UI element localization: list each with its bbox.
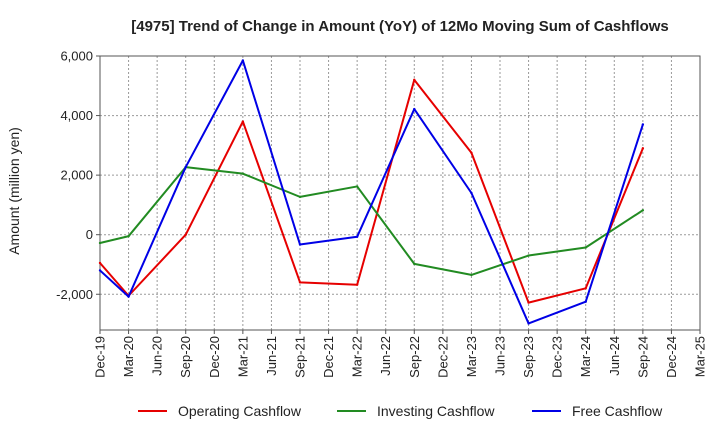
data-point-free-cashflow <box>470 191 473 195</box>
x-tick-label: Mar-22 <box>350 336 365 377</box>
legend-item-operating-cashflow[interactable]: Operating Cashflow <box>138 403 302 419</box>
data-point-operating-cashflow <box>98 261 102 265</box>
legend-item-investing-cashflow[interactable]: Investing Cashflow <box>337 403 495 419</box>
x-tick-label: Mar-21 <box>235 336 250 377</box>
series-line-operating-cashflow <box>99 78 644 304</box>
x-tick-label: Mar-23 <box>464 336 479 377</box>
data-point-operating-cashflow <box>298 281 302 284</box>
data-point-operating-cashflow <box>584 287 587 290</box>
x-tick-label: Mar-20 <box>121 336 136 377</box>
data-point-operating-cashflow <box>527 301 530 304</box>
x-tick-label: Sep-24 <box>635 336 650 378</box>
x-tick-label: Sep-21 <box>293 336 308 378</box>
legend-label: Investing Cashflow <box>377 403 495 419</box>
data-point-investing-cashflow <box>527 254 530 257</box>
x-axis-ticks: Dec-19 Mar-20 Jun-20 Sep-20 Dec-20 Mar-21 Jun-… <box>93 330 708 378</box>
series-line-free-cashflow <box>99 59 644 325</box>
data-point-operating-cashflow <box>413 78 416 82</box>
data-point-investing-cashflow <box>241 172 245 175</box>
x-tick-label: Sep-20 <box>178 336 193 378</box>
data-point-free-cashflow <box>355 235 359 238</box>
x-tick-label: Jun-22 <box>378 336 393 376</box>
data-point-investing-cashflow <box>98 241 102 245</box>
y-tick-label: -2,000 <box>56 287 93 302</box>
x-tick-label: Sep-22 <box>407 336 422 378</box>
x-tick-label: Mar-24 <box>578 336 593 377</box>
chart-title: [4975] Trend of Change in Amount (YoY) o… <box>131 18 669 35</box>
series-lines <box>98 59 645 325</box>
x-tick-label: Dec-21 <box>321 336 336 378</box>
data-point-operating-cashflow <box>241 120 245 123</box>
data-point-operating-cashflow <box>355 283 359 286</box>
data-point-free-cashflow <box>413 107 416 111</box>
data-point-free-cashflow <box>127 295 130 298</box>
data-point-investing-cashflow <box>127 234 130 238</box>
data-point-investing-cashflow <box>470 273 473 277</box>
y-tick-label: 2,000 <box>60 168 93 183</box>
data-point-free-cashflow <box>527 322 530 325</box>
x-tick-label: Mar-25 <box>693 336 708 377</box>
y-tick-label: 0 <box>86 227 93 242</box>
data-point-investing-cashflow <box>584 246 587 249</box>
data-point-investing-cashflow <box>355 185 359 188</box>
data-point-free-cashflow <box>241 59 245 62</box>
x-tick-label: Sep-23 <box>521 336 536 378</box>
y-axis-title: Amount (million yen) <box>6 127 22 255</box>
data-point-operating-cashflow <box>470 151 473 154</box>
x-tick-label: Dec-24 <box>664 336 679 378</box>
data-point-free-cashflow <box>184 165 187 169</box>
plot-area-border <box>99 55 701 331</box>
legend-label: Operating Cashflow <box>178 403 302 419</box>
data-point-free-cashflow <box>298 243 302 246</box>
x-tick-label: Dec-20 <box>207 336 222 378</box>
x-tick-label: Jun-21 <box>264 336 279 376</box>
legend-label: Free Cashflow <box>572 403 663 419</box>
data-point-free-cashflow <box>98 269 102 272</box>
x-tick-label: Jun-24 <box>607 336 622 376</box>
data-point-operating-cashflow <box>184 233 187 236</box>
x-tick-label: Dec-23 <box>550 336 565 378</box>
x-tick-label: Dec-22 <box>435 336 450 378</box>
y-tick-label: 6,000 <box>60 49 93 64</box>
data-point-investing-cashflow <box>413 262 416 266</box>
x-tick-label: Dec-19 <box>93 336 108 378</box>
data-point-investing-cashflow <box>641 209 645 212</box>
grid-lines <box>100 56 700 330</box>
data-point-free-cashflow <box>641 123 645 126</box>
data-point-investing-cashflow <box>298 195 302 199</box>
legend-item-free-cashflow[interactable]: Free Cashflow <box>532 403 663 419</box>
y-axis-ticks: -2,000 0 2,000 4,000 6,000 <box>56 49 100 302</box>
data-point-free-cashflow <box>584 300 587 303</box>
x-tick-label: Jun-23 <box>493 336 508 376</box>
series-line-investing-cashflow <box>99 166 644 276</box>
data-point-operating-cashflow <box>641 147 645 150</box>
legend[interactable]: Operating Cashflow Investing Cashflow Free… <box>138 403 663 419</box>
x-tick-label: Jun-20 <box>150 336 165 376</box>
y-tick-label: 4,000 <box>60 108 93 123</box>
